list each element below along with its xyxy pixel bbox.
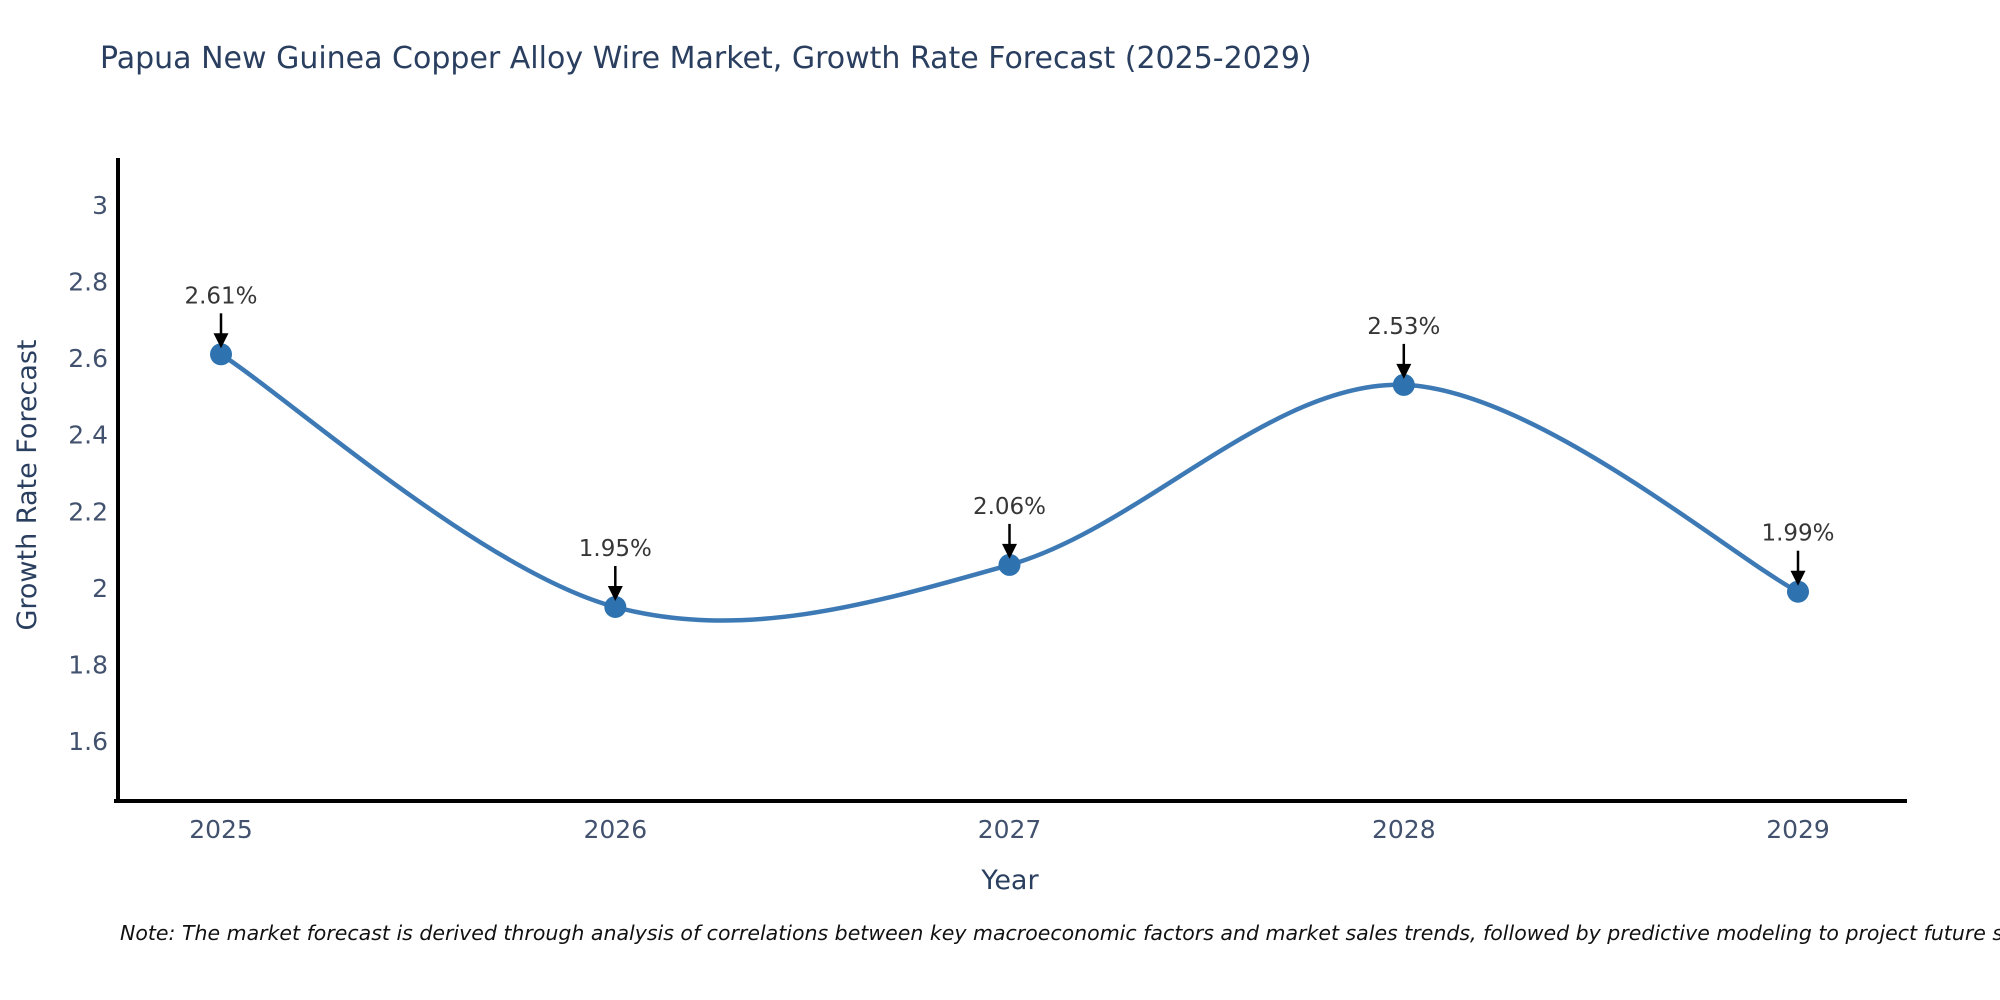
- point-annotation-label: 1.99%: [1761, 521, 1834, 547]
- y-axis: 1.6 1.8 2 2.2 2.4 2.6 2.8 3 Growth Rate Forecas…: [12, 158, 120, 803]
- data-point-marker: [210, 343, 232, 366]
- y-tick-label: 2.6: [68, 344, 108, 373]
- point-annotation: 1.99%: [1761, 521, 1835, 586]
- y-tick-label: 3: [92, 191, 108, 220]
- annotation-arrow-head: [1396, 363, 1412, 379]
- x-tick-label: 2026: [583, 815, 647, 844]
- point-annotations: 2.61% 1.95% 2.06% 2.53% 1.99%: [184, 283, 1835, 601]
- y-tick-label: 1.6: [68, 727, 108, 756]
- annotation-arrow-head: [607, 586, 623, 601]
- x-tick-label: 2027: [978, 815, 1042, 844]
- annotation-arrow-head: [213, 333, 229, 349]
- data-point-marker: [998, 553, 1021, 576]
- y-tick-label: 2: [92, 574, 108, 603]
- x-axis-title: Year: [980, 865, 1039, 896]
- annotation-arrow-head: [1790, 570, 1806, 586]
- x-axis: 2025 2026 2027 2028 2029 Year: [114, 799, 1907, 896]
- y-tick-label: 2.4: [68, 421, 108, 450]
- point-annotation: 1.95%: [579, 536, 652, 601]
- series-line: [218, 352, 1801, 623]
- y-tick-label: 2.8: [68, 268, 108, 297]
- annotation-arrow-head: [1002, 543, 1017, 559]
- footnote: Note: The market forecast is derived thr…: [120, 921, 2000, 945]
- data-point-marker: [1392, 373, 1415, 396]
- data-point-markers: [210, 343, 1809, 618]
- point-annotation-label: 2.61%: [184, 283, 257, 309]
- point-annotation: 2.61%: [184, 283, 258, 349]
- y-axis-title: Growth Rate Forecast: [12, 339, 43, 630]
- point-annotation-label: 2.53%: [1367, 314, 1440, 340]
- data-point-marker: [604, 596, 627, 618]
- x-axis-tick-labels: 2025 2026 2027 2028 2029: [189, 815, 1830, 844]
- point-annotation: 2.53%: [1367, 314, 1440, 379]
- y-tick-label: 1.8: [68, 650, 108, 679]
- point-annotation-label: 1.95%: [579, 536, 652, 562]
- data-point-marker: [1787, 580, 1809, 603]
- x-tick-label: 2029: [1766, 815, 1830, 844]
- point-annotation: 2.06%: [973, 494, 1046, 559]
- x-tick-label: 2025: [189, 815, 253, 844]
- chart-title: Papua New Guinea Copper Alloy Wire Marke…: [100, 41, 1312, 76]
- x-tick-label: 2028: [1372, 815, 1436, 844]
- y-tick-label: 2.2: [68, 497, 108, 526]
- point-annotation-label: 2.06%: [973, 494, 1046, 520]
- y-axis-tick-labels: 1.6 1.8 2 2.2 2.4 2.6 2.8 3: [68, 191, 108, 756]
